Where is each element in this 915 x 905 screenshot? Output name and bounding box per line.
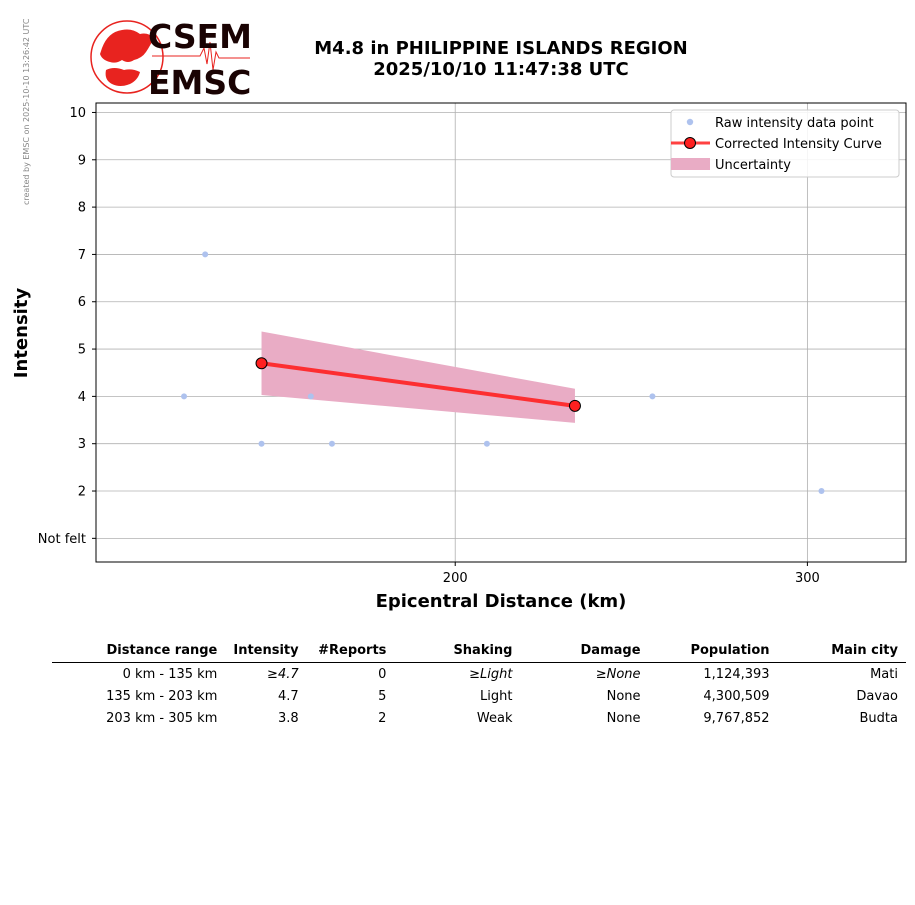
header-intensity: Intensity xyxy=(225,641,307,663)
y-tick-label: 2 xyxy=(78,485,86,500)
plot-frame xyxy=(95,102,907,563)
y-tick-label: Not felt xyxy=(38,532,86,547)
header-distance-range: Distance range xyxy=(52,641,226,663)
raw-data-point xyxy=(258,440,265,447)
y-tick-label: 10 xyxy=(69,106,86,121)
cell-shaking: ≥Light xyxy=(469,667,513,682)
cell-shaking: Weak xyxy=(476,711,513,726)
logo-map-shape xyxy=(100,29,154,86)
title-line-2: 2025/10/10 11:47:38 UTC xyxy=(373,59,629,80)
csem-emsc-logo: CSEM EMSC xyxy=(90,18,252,100)
table-header-row: Distance range Intensity #Reports Shakin… xyxy=(52,641,906,663)
y-tick-label: 3 xyxy=(78,437,86,452)
y-tick-label: 4 xyxy=(78,390,86,405)
header-damage: Damage xyxy=(520,641,649,663)
cell-reports: 2 xyxy=(378,711,387,726)
cell-intensity: ≥4.7 xyxy=(267,667,299,682)
legend-curve-marker xyxy=(684,137,696,149)
y-tick-label: 7 xyxy=(78,248,86,263)
uncertainty-area xyxy=(261,331,575,423)
corrected-curve-point xyxy=(255,357,268,370)
cell-population: 1,124,393 xyxy=(703,667,770,682)
cell-range: 135 km - 203 km xyxy=(106,689,218,704)
corrected-curve-line xyxy=(259,361,577,408)
chart-title: M4.8 in PHILIPPINE ISLANDS REGION 2025/1… xyxy=(260,38,742,80)
y-tick-label: 9 xyxy=(78,153,86,168)
logo-top-text: CSEM xyxy=(148,18,252,56)
raw-data-point xyxy=(181,393,188,400)
cell-intensity: 3.8 xyxy=(277,711,299,726)
cell-shaking: Light xyxy=(480,689,513,704)
table-row: 0 km - 135 km ≥4.7 0 ≥Light ≥None 1,124,… xyxy=(52,663,906,686)
raw-data-point xyxy=(307,393,314,400)
intensity-table: Distance range Intensity #Reports Shakin… xyxy=(52,641,906,729)
cell-damage: None xyxy=(606,689,641,704)
corrected-curve xyxy=(255,357,581,412)
logo-seismogram-line xyxy=(152,41,250,71)
cell-range: 203 km - 305 km xyxy=(106,711,218,726)
x-tick-label: 200 xyxy=(443,571,468,586)
legend: Raw intensity data point Corrected Inten… xyxy=(670,109,900,178)
table-row: 203 km - 305 km 3.8 2 Weak None 9,767,85… xyxy=(52,707,906,729)
cell-city: Davao xyxy=(856,689,898,704)
logo-bottom-text: EMSC xyxy=(148,63,251,100)
cell-population: 9,767,852 xyxy=(703,711,770,726)
x-tick-label: 300 xyxy=(795,571,820,586)
cell-damage: None xyxy=(606,711,641,726)
corrected-curve-point xyxy=(568,399,581,412)
cell-population: 4,300,509 xyxy=(703,689,770,704)
raw-data-point xyxy=(818,488,825,495)
raw-data-point xyxy=(328,440,335,447)
cell-reports: 5 xyxy=(378,689,387,704)
y-axis-label: Intensity xyxy=(11,288,32,379)
y-tick-label: 5 xyxy=(78,343,86,358)
y-tick-label: 6 xyxy=(78,295,86,310)
raw-points xyxy=(181,251,825,495)
legend-raw-label: Raw intensity data point xyxy=(715,116,874,131)
x-axis-label: Epicentral Distance (km) xyxy=(376,591,627,612)
raw-data-point xyxy=(483,440,490,447)
header-main-city: Main city xyxy=(777,641,906,663)
header-population: Population xyxy=(648,641,778,663)
header-reports: #Reports xyxy=(306,641,395,663)
legend-curve-label: Corrected Intensity Curve xyxy=(715,137,882,152)
logo-globe-icon xyxy=(90,20,164,94)
legend-raw-marker xyxy=(686,118,694,126)
raw-data-point xyxy=(202,251,209,258)
cell-intensity: 4.7 xyxy=(277,689,299,704)
intensity-chart: Not felt 2 3 4 5 6 7 8 9 10 200 300 Epicentral Dist… xyxy=(11,102,907,612)
legend-uncertainty-swatch xyxy=(671,158,710,170)
raw-data-point xyxy=(649,393,656,400)
y-tick-label: 8 xyxy=(78,201,86,216)
cell-city: Mati xyxy=(870,667,898,682)
legend-uncertainty-label: Uncertainty xyxy=(715,158,791,173)
cell-damage: ≥None xyxy=(595,667,641,682)
title-line-1: M4.8 in PHILIPPINE ISLANDS REGION xyxy=(314,38,688,59)
cell-reports: 0 xyxy=(378,667,387,682)
header-shaking: Shaking xyxy=(394,641,521,663)
cell-range: 0 km - 135 km xyxy=(122,667,218,682)
uncertainty-band xyxy=(261,331,575,423)
axis-ticks: Not felt 2 3 4 5 6 7 8 9 10 200 300 xyxy=(38,106,820,586)
cell-city: Budta xyxy=(859,711,898,726)
table-row: 135 km - 203 km 4.7 5 Light None 4,300,5… xyxy=(52,685,906,707)
